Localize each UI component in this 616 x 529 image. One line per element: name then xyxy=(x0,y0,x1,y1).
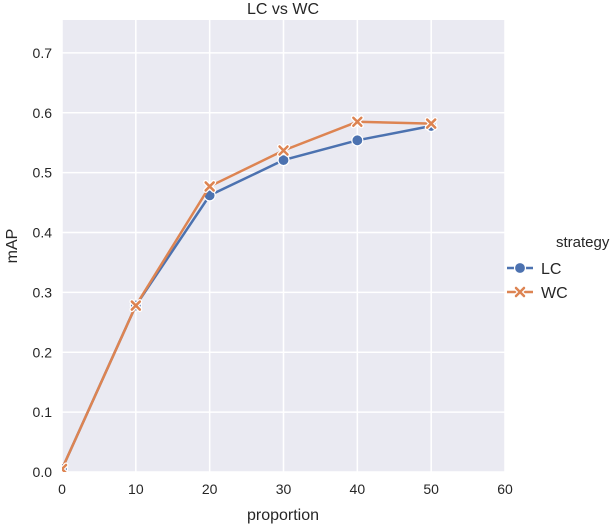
legend-marker-lc xyxy=(513,261,527,275)
x-tick-label: 50 xyxy=(423,481,439,497)
y-axis-label: mAP xyxy=(4,229,21,264)
data-point-wc xyxy=(203,179,217,193)
data-point-lc xyxy=(277,153,290,167)
data-point-wc xyxy=(129,299,143,313)
y-tick-label: 0.5 xyxy=(33,165,53,181)
data-point-wc xyxy=(277,144,290,158)
y-tick-label: 0.6 xyxy=(33,105,53,121)
legend-label-lc: LC xyxy=(541,261,561,278)
y-tick-label: 0.1 xyxy=(33,404,53,420)
x-tick-label: 40 xyxy=(350,481,366,497)
y-tick-label: 0.3 xyxy=(33,284,53,300)
data-point-wc xyxy=(350,115,364,129)
legend-marker-wc xyxy=(513,285,527,299)
y-tick-label: 0.7 xyxy=(33,45,53,61)
chart-title: LC vs WC xyxy=(247,1,319,18)
x-tick-label: 30 xyxy=(276,481,292,497)
y-tick-label: 0.2 xyxy=(33,344,53,360)
x-axis-label: proportion xyxy=(247,507,319,524)
x-tick-label: 60 xyxy=(497,481,513,497)
legend-label-wc: WC xyxy=(541,285,568,302)
data-point-wc xyxy=(424,117,438,131)
legend: strategy LC WC xyxy=(507,234,610,302)
legend-title: strategy xyxy=(556,234,610,251)
data-point-wc xyxy=(62,462,69,472)
x-tick-label: 10 xyxy=(128,481,144,497)
y-tick-label: 0.0 xyxy=(33,464,53,480)
x-tick-label: 0 xyxy=(58,481,66,497)
series-line-wc xyxy=(62,120,432,470)
x-tick-label: 20 xyxy=(202,481,218,497)
data-point-lc xyxy=(351,134,364,147)
y-tick-label: 0.4 xyxy=(33,225,53,241)
